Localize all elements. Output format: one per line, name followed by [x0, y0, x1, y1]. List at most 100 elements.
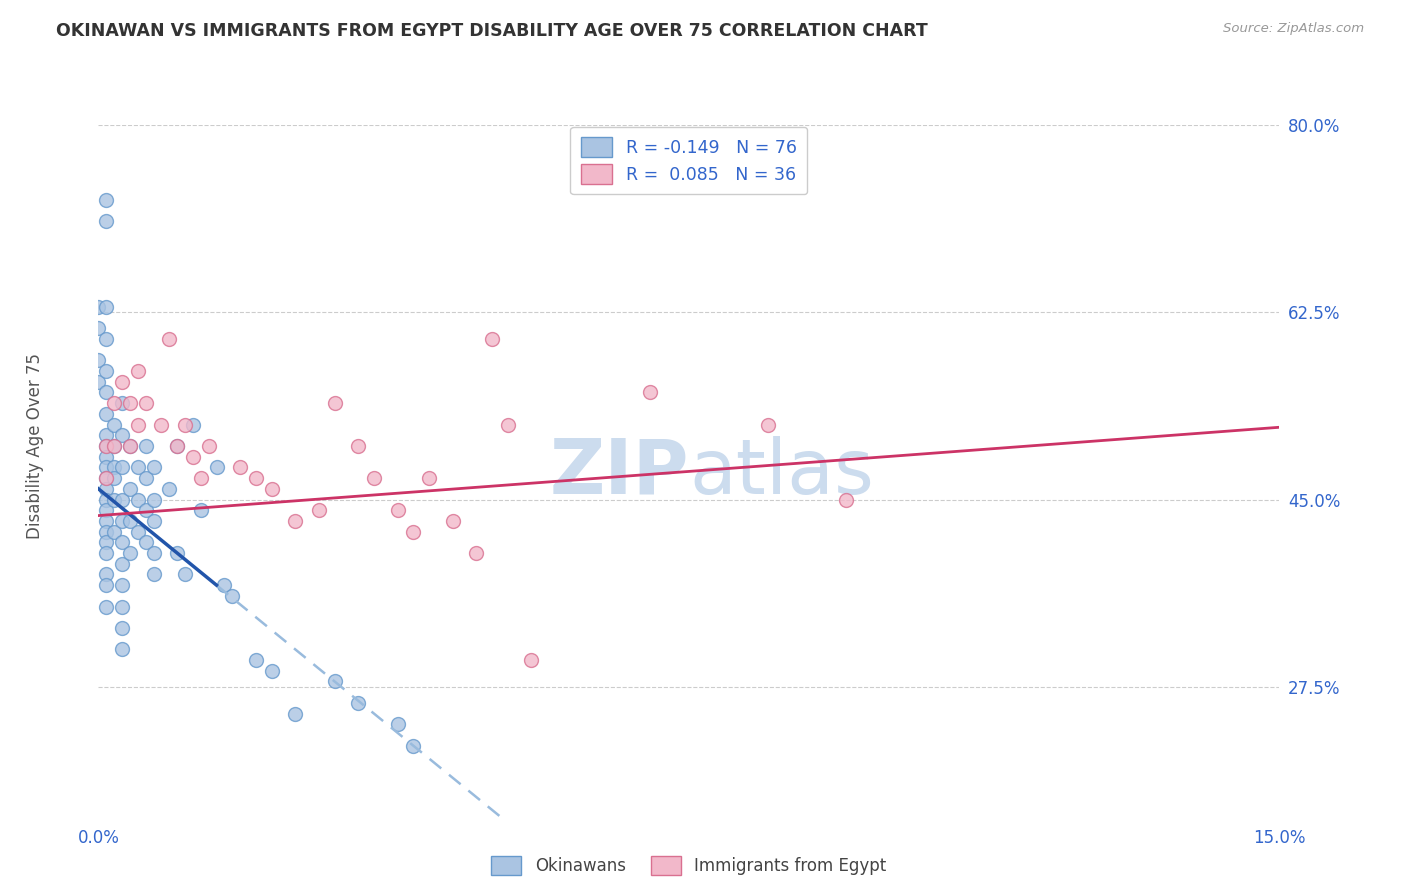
- Point: [157, 482, 180, 496]
- Point: [174, 567, 197, 582]
- Point: [323, 674, 346, 689]
- Point: [96, 439, 118, 453]
- Point: [111, 578, 134, 592]
- Point: [260, 664, 283, 678]
- Point: [166, 439, 188, 453]
- Text: Source: ZipAtlas.com: Source: ZipAtlas.com: [1223, 22, 1364, 36]
- Point: [481, 332, 503, 346]
- Point: [96, 482, 118, 496]
- Point: [111, 557, 134, 571]
- Point: [118, 439, 141, 453]
- Point: [142, 546, 165, 560]
- Point: [118, 482, 141, 496]
- Point: [308, 503, 330, 517]
- Point: [142, 492, 165, 507]
- Point: [181, 450, 204, 464]
- Point: [96, 567, 118, 582]
- Point: [111, 599, 134, 614]
- Point: [96, 214, 118, 228]
- Point: [96, 439, 118, 453]
- Point: [96, 407, 118, 421]
- Point: [111, 535, 134, 549]
- Point: [96, 471, 118, 485]
- Point: [181, 417, 204, 432]
- Point: [87, 375, 110, 389]
- Point: [835, 492, 858, 507]
- Point: [96, 492, 118, 507]
- Point: [245, 471, 267, 485]
- Point: [166, 439, 188, 453]
- Point: [190, 503, 212, 517]
- Point: [127, 364, 149, 378]
- Point: [142, 460, 165, 475]
- Point: [135, 439, 157, 453]
- Point: [142, 514, 165, 528]
- Point: [96, 364, 118, 378]
- Point: [190, 471, 212, 485]
- Point: [135, 471, 157, 485]
- Text: ZIP: ZIP: [550, 436, 689, 509]
- Point: [205, 460, 228, 475]
- Point: [638, 385, 661, 400]
- Point: [111, 460, 134, 475]
- Point: [387, 503, 409, 517]
- Point: [127, 417, 149, 432]
- Point: [111, 428, 134, 442]
- Point: [135, 503, 157, 517]
- Point: [111, 396, 134, 410]
- Point: [229, 460, 252, 475]
- Point: [87, 353, 110, 368]
- Point: [96, 578, 118, 592]
- Point: [111, 514, 134, 528]
- Point: [111, 642, 134, 657]
- Point: [197, 439, 219, 453]
- Point: [127, 492, 149, 507]
- Point: [118, 514, 141, 528]
- Point: [103, 439, 125, 453]
- Point: [150, 417, 173, 432]
- Point: [96, 546, 118, 560]
- Point: [87, 300, 110, 314]
- Point: [347, 696, 370, 710]
- Point: [402, 739, 425, 753]
- Point: [465, 546, 488, 560]
- Text: Disability Age Over 75: Disability Age Over 75: [27, 353, 44, 539]
- Point: [347, 439, 370, 453]
- Point: [174, 417, 197, 432]
- Point: [96, 450, 118, 464]
- Point: [496, 417, 519, 432]
- Point: [387, 717, 409, 731]
- Point: [96, 599, 118, 614]
- Point: [111, 621, 134, 635]
- Point: [111, 492, 134, 507]
- Point: [127, 524, 149, 539]
- Point: [142, 567, 165, 582]
- Point: [103, 396, 125, 410]
- Point: [135, 535, 157, 549]
- Text: OKINAWAN VS IMMIGRANTS FROM EGYPT DISABILITY AGE OVER 75 CORRELATION CHART: OKINAWAN VS IMMIGRANTS FROM EGYPT DISABI…: [56, 22, 928, 40]
- Point: [96, 535, 118, 549]
- Point: [127, 460, 149, 475]
- Point: [103, 417, 125, 432]
- Point: [284, 514, 307, 528]
- Point: [96, 332, 118, 346]
- Point: [214, 578, 236, 592]
- Point: [96, 193, 118, 207]
- Point: [118, 439, 141, 453]
- Legend: Okinawans, Immigrants from Egypt: Okinawans, Immigrants from Egypt: [485, 849, 893, 882]
- Point: [111, 375, 134, 389]
- Point: [118, 396, 141, 410]
- Point: [118, 546, 141, 560]
- Point: [96, 503, 118, 517]
- Text: atlas: atlas: [689, 436, 873, 509]
- Point: [96, 460, 118, 475]
- Point: [157, 332, 180, 346]
- Point: [402, 524, 425, 539]
- Point: [441, 514, 464, 528]
- Point: [96, 524, 118, 539]
- Point: [96, 471, 118, 485]
- Point: [103, 439, 125, 453]
- Point: [260, 482, 283, 496]
- Point: [103, 460, 125, 475]
- Point: [103, 524, 125, 539]
